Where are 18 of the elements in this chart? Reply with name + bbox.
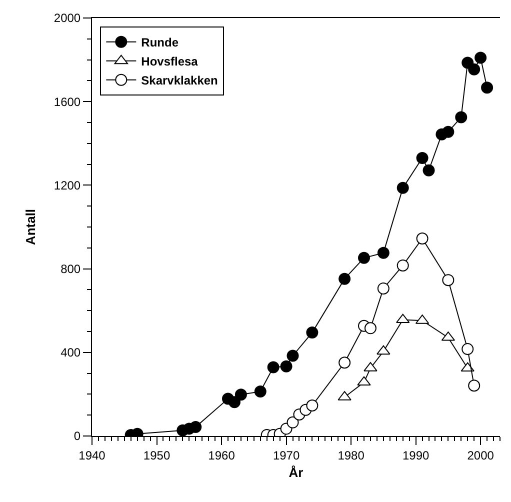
x-axis-title: År [288,465,304,480]
x-tick-label: 1950 [143,448,170,462]
y-tick-label: 0 [74,429,81,444]
legend-label: Runde [141,36,179,50]
legend-label: Skarvklakken [141,74,218,88]
x-tick-label: 1990 [402,448,430,462]
x-tick-label: 1970 [272,448,300,462]
y-tick-label: 2000 [54,11,81,26]
y-tick-label: 1600 [54,94,81,109]
y-tick-label: 800 [60,262,81,276]
x-tick-label: 1940 [78,448,106,462]
x-tick-label: 1980 [338,448,365,462]
y-tick-label: 1200 [54,178,81,192]
x-tick-label: 1960 [208,448,236,462]
x-tick-label: 2000 [467,448,494,462]
legend-label: Hovsflesa [141,54,198,69]
y-tick-label: 400 [60,346,81,360]
y-axis-title: Antall [22,208,38,246]
